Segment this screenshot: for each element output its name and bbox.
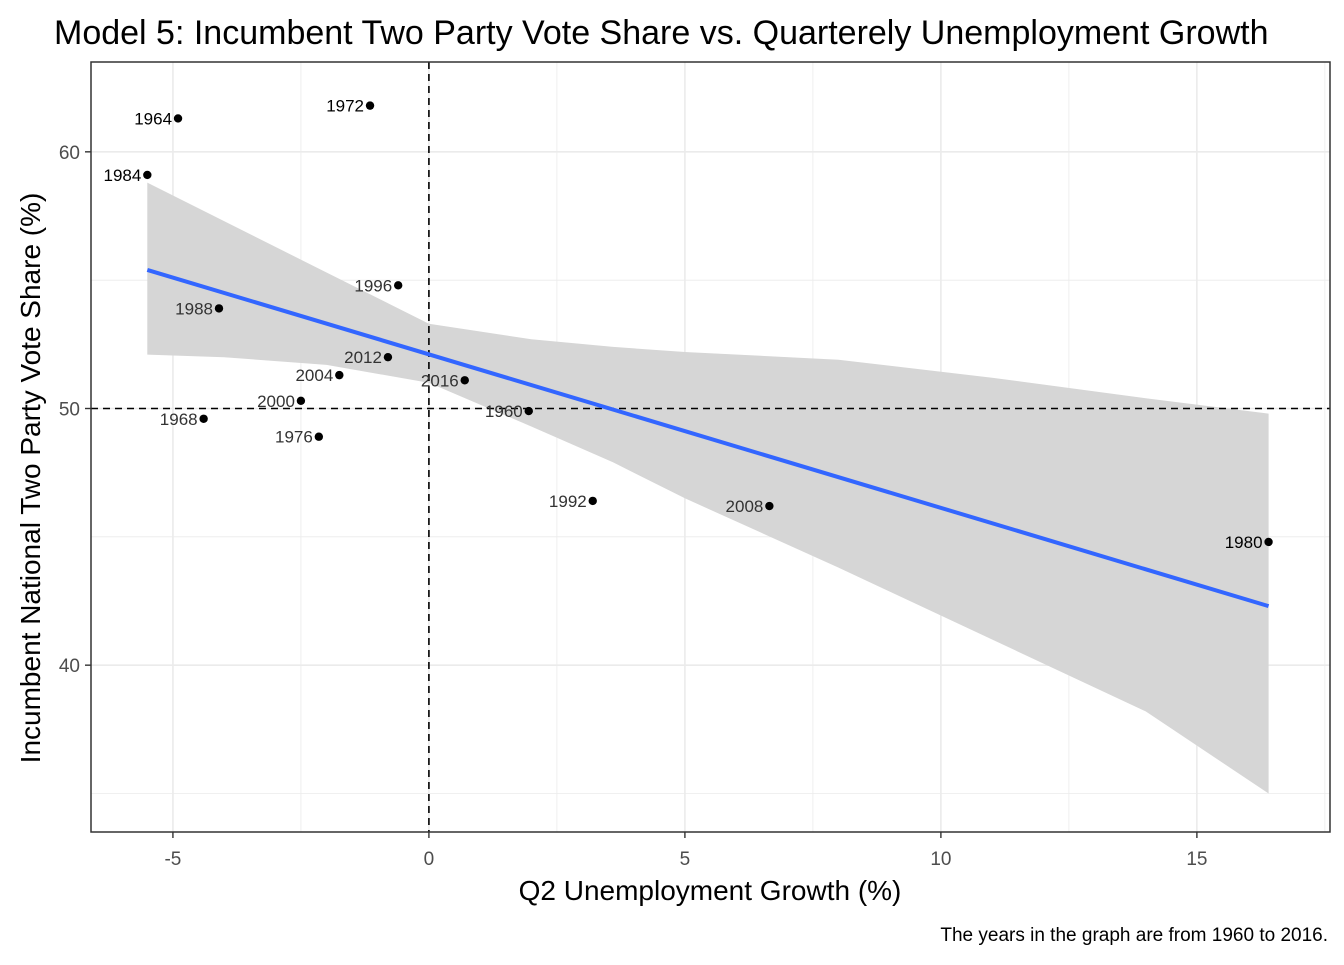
point-label: 1992 xyxy=(549,492,587,511)
point-label: 2004 xyxy=(295,366,333,385)
y-tick-label: 60 xyxy=(59,143,80,164)
data-point xyxy=(1264,537,1273,547)
data-point xyxy=(460,376,469,385)
y-axis-title: Incumbent National Two Party Vote Share … xyxy=(15,193,46,764)
data-point xyxy=(173,114,183,123)
chart-title: Model 5: Incumbent Two Party Vote Share … xyxy=(54,14,1269,52)
data-points xyxy=(143,101,1273,547)
data-point xyxy=(393,281,403,290)
y-tick-label: 40 xyxy=(59,656,80,677)
data-point xyxy=(296,396,306,405)
data-point xyxy=(524,406,533,416)
x-axis-ticks: -5 0 5 10 15 xyxy=(164,832,1207,870)
data-point xyxy=(365,101,375,110)
plot-panel-border xyxy=(90,61,1331,833)
data-point xyxy=(588,496,597,506)
point-label: 2000 xyxy=(257,392,295,411)
x-tick-label: -5 xyxy=(164,849,181,870)
data-point xyxy=(199,414,208,423)
point-label: 1964 xyxy=(134,109,172,128)
x-tick-label: 0 xyxy=(424,849,435,870)
chart-caption: The years in the graph are from 1960 to … xyxy=(940,925,1328,946)
y-axis-ticks: 40 50 60 xyxy=(59,143,91,677)
y-tick-label: 50 xyxy=(59,400,80,421)
data-point xyxy=(765,501,774,511)
point-label: 1980 xyxy=(1225,533,1263,552)
data-point xyxy=(383,352,393,362)
regression-fit-line xyxy=(146,267,1270,609)
fit-line-layer xyxy=(146,267,1270,609)
data-point xyxy=(314,432,324,441)
x-tick-label: 15 xyxy=(1186,849,1207,870)
point-label: 1988 xyxy=(175,299,213,318)
point-label: 1968 xyxy=(160,410,198,429)
x-tick-label: 10 xyxy=(930,849,951,870)
point-label: 1984 xyxy=(103,166,141,185)
point-label: 1976 xyxy=(275,428,313,447)
confidence-band xyxy=(147,182,1269,794)
point-label: 2008 xyxy=(726,497,764,516)
x-axis-title: Q2 Unemployment Growth (%) xyxy=(519,875,902,906)
data-point xyxy=(335,370,344,380)
point-labels: 1960 1964 1968 1972 1976 1980 1984 1988 1992 1996… xyxy=(103,97,1262,552)
data-point xyxy=(143,170,152,180)
confidence-band-layer xyxy=(147,182,1269,794)
point-label: 1996 xyxy=(354,276,392,295)
point-label: 1972 xyxy=(326,97,364,116)
x-tick-label: 5 xyxy=(680,849,691,870)
data-point xyxy=(214,304,224,313)
point-label: 2012 xyxy=(344,348,382,367)
point-label: 2016 xyxy=(421,371,459,390)
reference-lines xyxy=(91,62,1330,832)
point-label: 1960 xyxy=(485,402,523,421)
